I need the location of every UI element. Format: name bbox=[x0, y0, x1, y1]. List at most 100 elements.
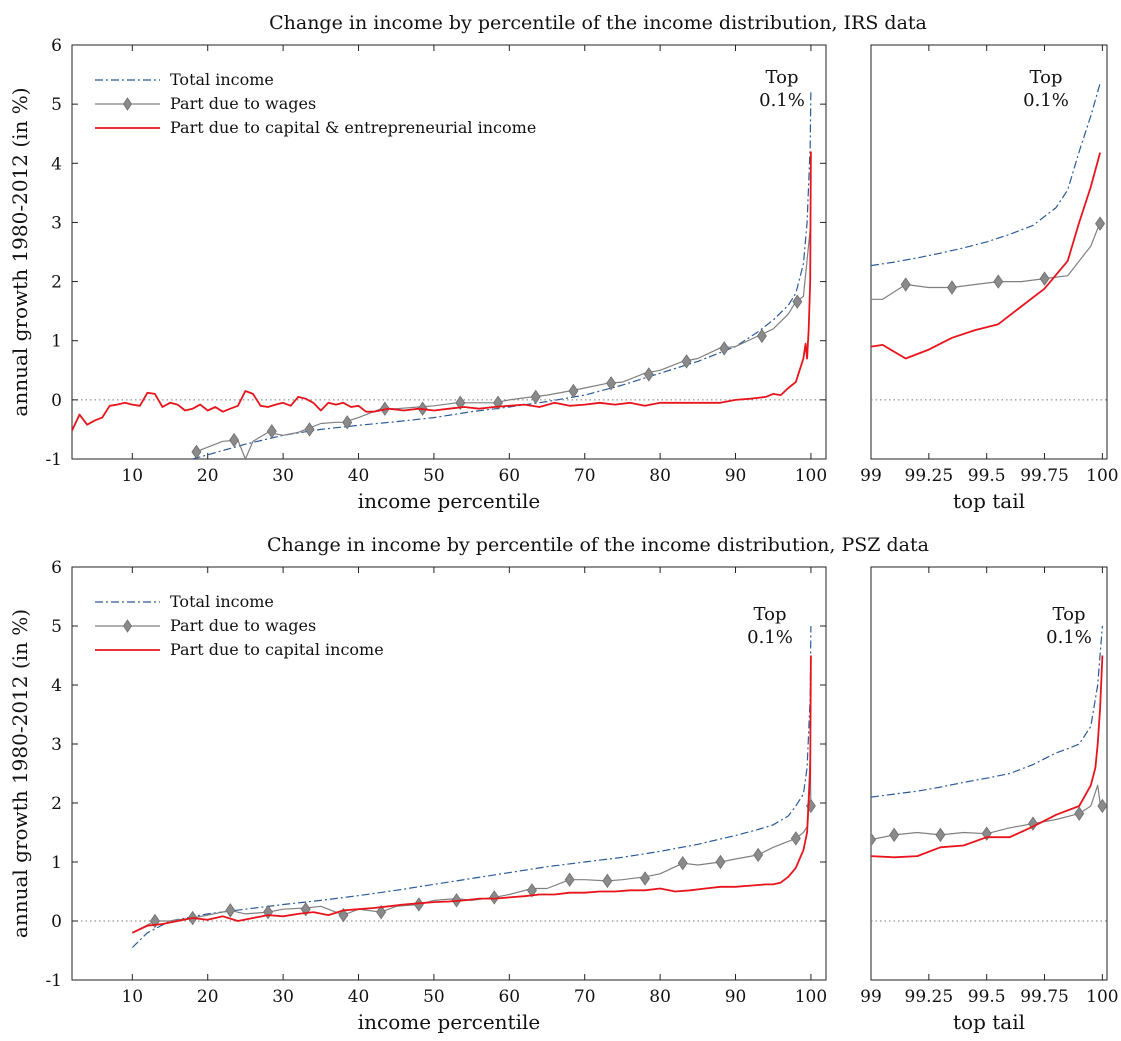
y-tick-label: 6 bbox=[51, 36, 62, 56]
panel-1: Change in income by percentile of the in… bbox=[8, 12, 927, 513]
wage-marker bbox=[1074, 806, 1085, 821]
wage-marker bbox=[790, 831, 801, 846]
wage-marker bbox=[946, 280, 957, 295]
series-line-3 bbox=[72, 151, 812, 431]
annotation-percent: 0.1% bbox=[759, 90, 805, 111]
series-line-2 bbox=[192, 222, 812, 459]
y-tick-label: 6 bbox=[51, 558, 62, 578]
y-tick-label: 1 bbox=[51, 332, 62, 352]
x-tick-label: 100 bbox=[1086, 466, 1118, 486]
wage-marker bbox=[225, 903, 236, 918]
wage-marker bbox=[606, 376, 617, 391]
x-tick-label: 10 bbox=[121, 466, 143, 486]
x-tick-label: 80 bbox=[649, 987, 671, 1007]
y-axis-label: annual growth 1980-2012 (in %) bbox=[8, 87, 32, 416]
wage-marker bbox=[681, 354, 692, 369]
wage-marker bbox=[753, 847, 764, 863]
chart-title: Change in income by percentile of the in… bbox=[269, 12, 927, 34]
x-tick-label: 70 bbox=[574, 466, 596, 486]
y-tick-label: 3 bbox=[51, 213, 62, 233]
x-tick-label: 50 bbox=[423, 466, 445, 486]
series-line-3 bbox=[131, 655, 812, 934]
y-tick-label: 5 bbox=[51, 95, 62, 115]
legend-label-3: Part due to capital & entrepreneurial in… bbox=[170, 118, 536, 137]
x-tick-label: 60 bbox=[498, 987, 520, 1007]
wage-marker bbox=[602, 873, 613, 889]
wage-marker bbox=[489, 890, 500, 905]
series-line-2 bbox=[132, 755, 812, 934]
legend: Total income Part due to wages Part due to… bbox=[95, 70, 536, 137]
legend-label-1: Total income bbox=[170, 70, 274, 89]
wage-marker bbox=[564, 872, 575, 887]
wage-marker bbox=[342, 415, 353, 430]
x-tick-label: 20 bbox=[197, 466, 219, 486]
x-axis-label: top tail bbox=[953, 1010, 1025, 1034]
x-tick-label: 90 bbox=[725, 466, 747, 486]
annotation-top: Top bbox=[1030, 67, 1063, 88]
x-tick-label: 99 bbox=[860, 466, 882, 486]
y-tick-label: 2 bbox=[51, 273, 62, 293]
plot-area bbox=[72, 89, 812, 459]
wage-marker bbox=[792, 294, 803, 309]
x-tick-label: 10 bbox=[121, 987, 143, 1007]
wage-marker bbox=[1039, 271, 1050, 286]
wage-marker bbox=[756, 328, 767, 344]
x-tick-label: 99.25 bbox=[905, 987, 954, 1007]
x-tick-label: 99 bbox=[860, 987, 882, 1007]
x-tick-label: 100 bbox=[795, 987, 827, 1007]
wage-marker bbox=[526, 883, 537, 898]
annotation-percent: 0.1% bbox=[747, 627, 793, 648]
x-tick-label: 90 bbox=[725, 987, 747, 1007]
chart-title: Change in income by percentile of the in… bbox=[267, 534, 929, 556]
plot-area bbox=[131, 625, 816, 948]
wage-marker bbox=[715, 854, 726, 870]
x-tick-label: 100 bbox=[795, 466, 827, 486]
x-tick-label: 99.25 bbox=[905, 466, 954, 486]
series-line-1 bbox=[131, 625, 812, 948]
y-tick-label: 4 bbox=[51, 676, 62, 696]
panel-3: Change in income by percentile of the in… bbox=[8, 534, 929, 1034]
x-tick-label: 99.5 bbox=[968, 466, 1006, 486]
y-tick-label: 2 bbox=[51, 794, 62, 814]
x-axis-label: income percentile bbox=[358, 489, 540, 513]
legend: Total income Part due to wages Part due to… bbox=[95, 592, 384, 659]
x-tick-label: 100 bbox=[1086, 987, 1118, 1007]
x-tick-label: 30 bbox=[272, 466, 294, 486]
legend-label-3: Part due to capital income bbox=[170, 640, 384, 659]
x-tick-label: 99.5 bbox=[968, 987, 1006, 1007]
legend-label-2: Part due to wages bbox=[170, 616, 316, 635]
wage-marker bbox=[263, 904, 274, 920]
wage-marker bbox=[640, 871, 651, 886]
x-axis-label: top tail bbox=[953, 489, 1025, 513]
axes-box bbox=[870, 566, 1108, 981]
annotation-top: Top bbox=[1053, 604, 1086, 625]
x-axis-label: income percentile bbox=[358, 1010, 540, 1034]
x-tick-label: 50 bbox=[423, 987, 445, 1007]
axes-box bbox=[71, 44, 827, 460]
wage-marker bbox=[304, 422, 315, 437]
x-tick-label: 20 bbox=[197, 987, 219, 1007]
wage-marker bbox=[889, 827, 900, 843]
series-line-1 bbox=[871, 625, 1103, 798]
y-tick-label: -1 bbox=[45, 450, 62, 470]
x-tick-label: 30 bbox=[272, 987, 294, 1007]
annotation-top: Top bbox=[766, 67, 799, 88]
wage-marker bbox=[900, 277, 911, 292]
x-tick-label: 99.75 bbox=[1020, 466, 1069, 486]
plot-area bbox=[871, 83, 1106, 360]
wage-marker bbox=[1095, 216, 1106, 231]
wage-marker bbox=[1097, 798, 1107, 814]
wage-marker bbox=[935, 827, 946, 843]
x-tick-label: 40 bbox=[348, 466, 370, 486]
y-tick-label: 0 bbox=[51, 912, 62, 932]
legend-label-2: Part due to wages bbox=[170, 94, 316, 113]
series-line-3 bbox=[871, 655, 1104, 859]
wage-marker bbox=[266, 424, 277, 439]
x-tick-label: 80 bbox=[649, 466, 671, 486]
axes-box bbox=[870, 44, 1108, 460]
legend-label-1: Total income bbox=[170, 592, 274, 611]
wage-marker bbox=[568, 383, 579, 399]
x-tick-label: 40 bbox=[348, 987, 370, 1007]
wage-marker bbox=[455, 395, 466, 411]
